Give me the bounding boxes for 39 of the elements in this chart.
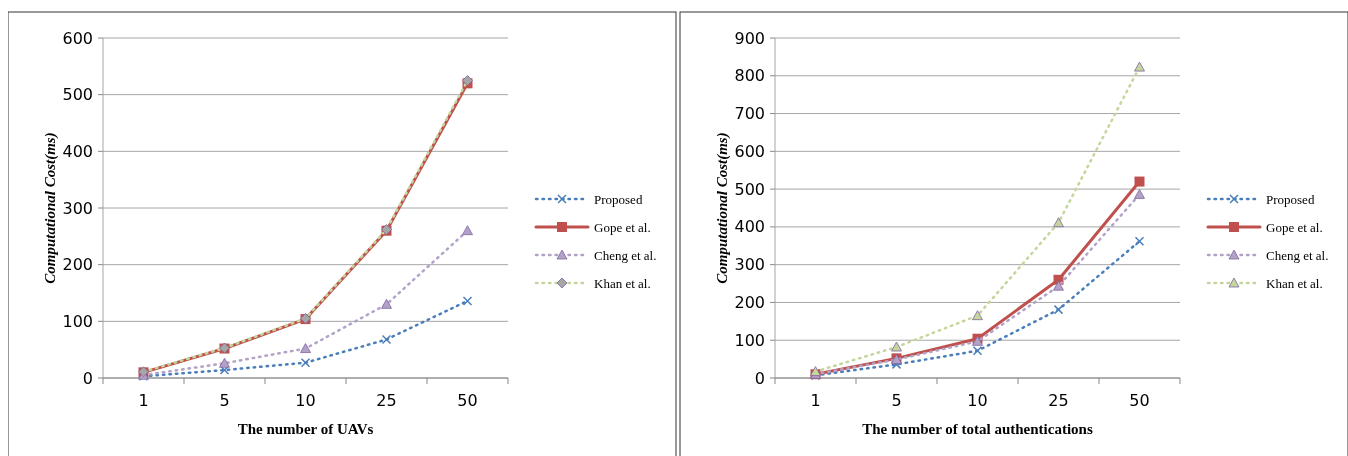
x-tick-label: 50 <box>457 391 478 410</box>
y-tick-label: 0 <box>82 368 93 388</box>
y-tick-label: 200 <box>734 293 765 313</box>
y-tick-label: 800 <box>734 66 765 86</box>
y-tick-label: 500 <box>734 179 765 199</box>
legend-label: Khan et al. <box>1266 275 1323 291</box>
x-tick-label: 5 <box>219 391 230 410</box>
x-tick-label: 1 <box>138 391 149 410</box>
y-axis-title: Computational Cost(ms) <box>714 132 731 284</box>
x-tick-label: 5 <box>891 391 902 410</box>
y-tick-label: 300 <box>62 198 93 218</box>
y-axis-title: Computational Cost(ms) <box>42 132 59 284</box>
x-axis-title: The number of UAVs <box>237 421 374 437</box>
x-tick-label: 25 <box>1048 391 1069 410</box>
y-tick-label: 900 <box>734 28 765 48</box>
y-tick-label: 100 <box>734 330 765 350</box>
legend-label: Khan et al. <box>594 275 651 291</box>
y-tick-label: 600 <box>734 141 765 161</box>
y-tick-label: 500 <box>62 85 93 105</box>
y-tick-label: 300 <box>734 255 765 275</box>
legend-label: Proposed <box>594 191 643 207</box>
x-axis-title: The number of total authentications <box>862 421 1093 437</box>
legend-label: Gope et al. <box>594 219 651 235</box>
y-tick-label: 100 <box>62 311 93 331</box>
legend-label: Gope et al. <box>1266 219 1323 235</box>
y-tick-label: 600 <box>62 28 93 48</box>
y-tick-label: 200 <box>62 255 93 275</box>
x-tick-label: 10 <box>295 391 316 410</box>
x-tick-label: 25 <box>376 391 397 410</box>
legend-label: Cheng et al. <box>594 247 657 263</box>
x-tick-label: 1 <box>810 391 821 410</box>
x-tick-label: 50 <box>1129 391 1150 410</box>
y-tick-label: 400 <box>62 141 93 161</box>
y-tick-label: 400 <box>734 217 765 237</box>
x-tick-label: 10 <box>967 391 988 410</box>
legend-label: Proposed <box>1266 191 1315 207</box>
y-tick-label: 700 <box>734 104 765 124</box>
legend-label: Cheng et al. <box>1266 247 1329 263</box>
y-tick-label: 0 <box>754 368 765 388</box>
